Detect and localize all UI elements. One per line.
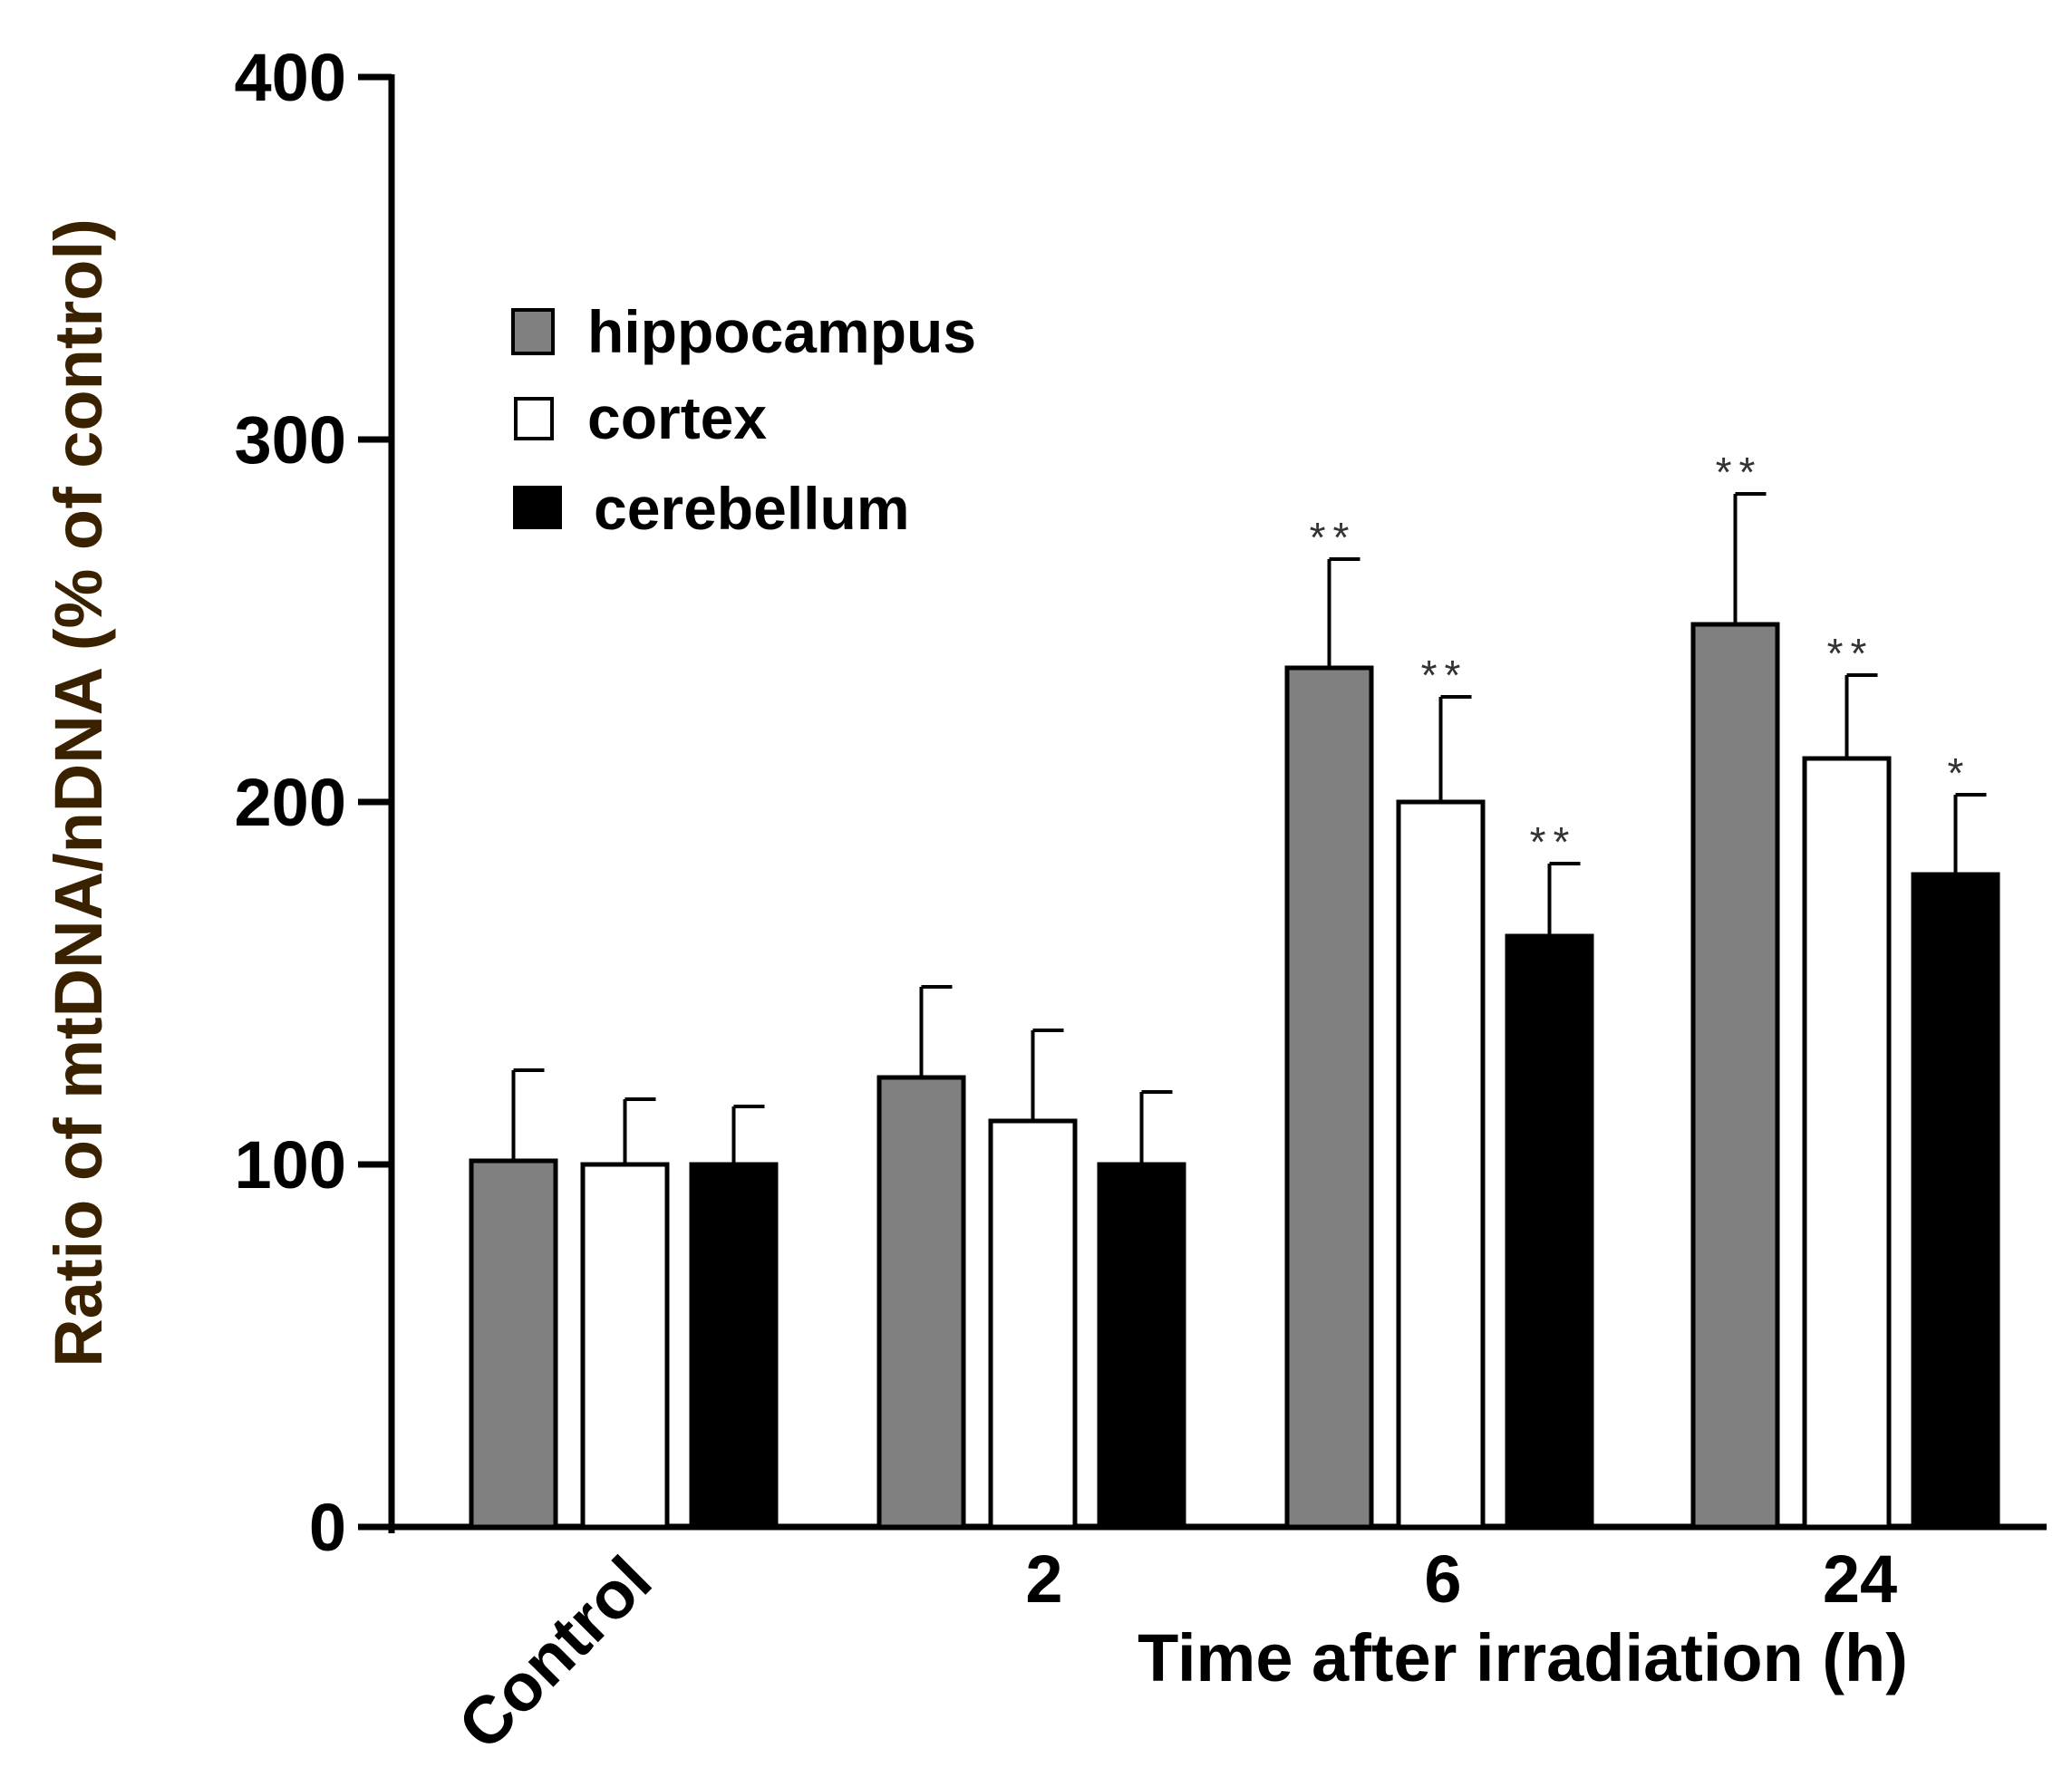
y-tick-label-100: 100 bbox=[235, 1127, 346, 1203]
x-tick-label-6: 6 bbox=[1424, 1541, 1461, 1617]
x-axis-title: Time after irradiation (h) bbox=[1138, 1620, 1908, 1695]
bar-cerebellum-24 bbox=[1911, 872, 2000, 1530]
bar-cerebellum-2 bbox=[1097, 1162, 1186, 1530]
bar-series-group: ****** ***** bbox=[469, 449, 2000, 1530]
x-tick-label-control: Control bbox=[444, 1542, 666, 1764]
y-tick-labels: 0 100 200 300 400 bbox=[235, 40, 346, 1565]
legend-label-cerebellum: cerebellum bbox=[594, 475, 910, 542]
bar-cortex-6 bbox=[1396, 799, 1486, 1530]
bar-hippocampus-control bbox=[469, 1158, 558, 1530]
bar-cerebellum-control bbox=[689, 1162, 779, 1530]
x-tick-label-2: 2 bbox=[1025, 1541, 1062, 1617]
legend-label-hippocampus: hippocampus bbox=[587, 298, 976, 365]
y-tick-label-400: 400 bbox=[235, 40, 346, 115]
bar-cerebellum-6 bbox=[1505, 933, 1594, 1530]
legend-swatch-cortex bbox=[514, 397, 554, 440]
legend-label-cortex: cortex bbox=[587, 384, 767, 451]
y-tick-label-300: 300 bbox=[235, 402, 346, 478]
significance-cortex-6: ** bbox=[1421, 652, 1468, 699]
x-tick-label-24: 24 bbox=[1823, 1541, 1897, 1617]
bar-cortex-2 bbox=[988, 1118, 1078, 1530]
significance-cerebellum-24: * bbox=[1948, 749, 1971, 797]
y-axis-title: Ratio of mtDNA/nDNA (% of control) bbox=[41, 218, 116, 1367]
bar-cortex-control bbox=[580, 1162, 670, 1530]
legend-swatch-hippocampus bbox=[511, 308, 555, 355]
y-tick-label-0: 0 bbox=[309, 1490, 346, 1565]
bar-hippocampus-2 bbox=[876, 1075, 966, 1530]
bar-hippocampus-6 bbox=[1284, 665, 1374, 1530]
y-ticks bbox=[358, 73, 392, 1531]
significance-hippocampus-24: ** bbox=[1716, 449, 1763, 496]
significance-hippocampus-6: ** bbox=[1310, 514, 1357, 561]
y-tick-label-200: 200 bbox=[235, 765, 346, 840]
significance-cortex-24: ** bbox=[1827, 630, 1874, 677]
bar-cortex-24 bbox=[1802, 756, 1892, 1530]
legend: hippocampus cortex cerebellum bbox=[511, 298, 976, 542]
bar-hippocampus-24 bbox=[1690, 622, 1780, 1530]
legend-swatch-cerebellum bbox=[513, 486, 562, 529]
significance-cerebellum-6: ** bbox=[1530, 818, 1577, 865]
